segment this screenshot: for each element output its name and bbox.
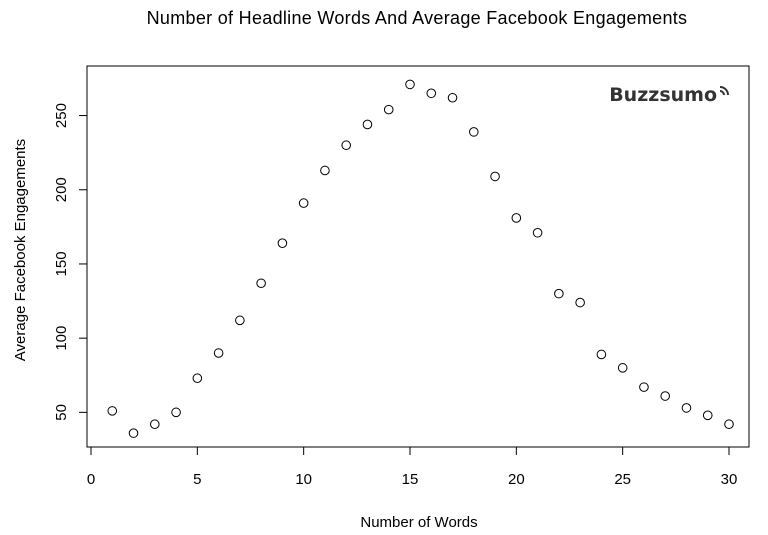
y-tick-label: 250 (53, 103, 70, 128)
y-tick-label: 200 (53, 177, 70, 202)
data-point (511, 213, 522, 223)
data-point (320, 165, 330, 176)
data-point (724, 419, 734, 430)
data-point (383, 104, 394, 115)
data-point (681, 403, 692, 413)
data-point (235, 315, 245, 326)
data-point (554, 288, 564, 299)
data-point (171, 407, 181, 418)
x-tick-label: 10 (295, 471, 312, 488)
data-point (469, 127, 479, 137)
y-axis: 50 100 150 200 250 (53, 103, 88, 421)
x-axis-label: Number of Words (360, 514, 477, 531)
y-tick-label: 100 (53, 326, 70, 351)
y-tick-label: 50 (53, 404, 70, 421)
plot-frame (86, 65, 750, 448)
data-point (362, 119, 373, 130)
data-point (128, 428, 139, 438)
data-point (277, 238, 288, 248)
x-tick-label: 15 (402, 471, 419, 488)
x-axis: 0 5 10 15 20 25 30 (87, 446, 738, 488)
data-point (256, 278, 266, 289)
chart-title: Number of Headline Words And Average Fac… (147, 8, 688, 28)
x-tick-label: 25 (614, 471, 631, 488)
data-point (639, 382, 649, 392)
x-tick-label: 20 (508, 471, 525, 488)
x-tick-label: 30 (721, 471, 738, 488)
brand-wordmark: Buzzsumo (609, 84, 717, 106)
data-point (426, 88, 437, 99)
data-points (107, 79, 734, 438)
data-point (107, 406, 118, 416)
data-point (192, 373, 203, 384)
y-axis-label: Average Facebook Engagements (12, 139, 29, 361)
y-tick-label: 150 (53, 251, 70, 276)
data-point (596, 349, 607, 360)
data-point (702, 410, 713, 421)
data-point (341, 140, 352, 151)
data-point (660, 391, 671, 401)
data-point (298, 198, 309, 208)
brand-logo: Buzzsumo (609, 84, 729, 106)
broadcast-icon (719, 86, 729, 96)
data-point (617, 363, 628, 373)
x-tick-label: 5 (193, 471, 201, 488)
data-point (532, 227, 543, 238)
data-point (405, 79, 415, 90)
x-tick-label: 0 (87, 471, 95, 488)
data-point (150, 419, 160, 430)
data-point (575, 297, 585, 308)
data-point (490, 171, 500, 182)
data-point (213, 348, 224, 358)
data-point (447, 92, 458, 103)
